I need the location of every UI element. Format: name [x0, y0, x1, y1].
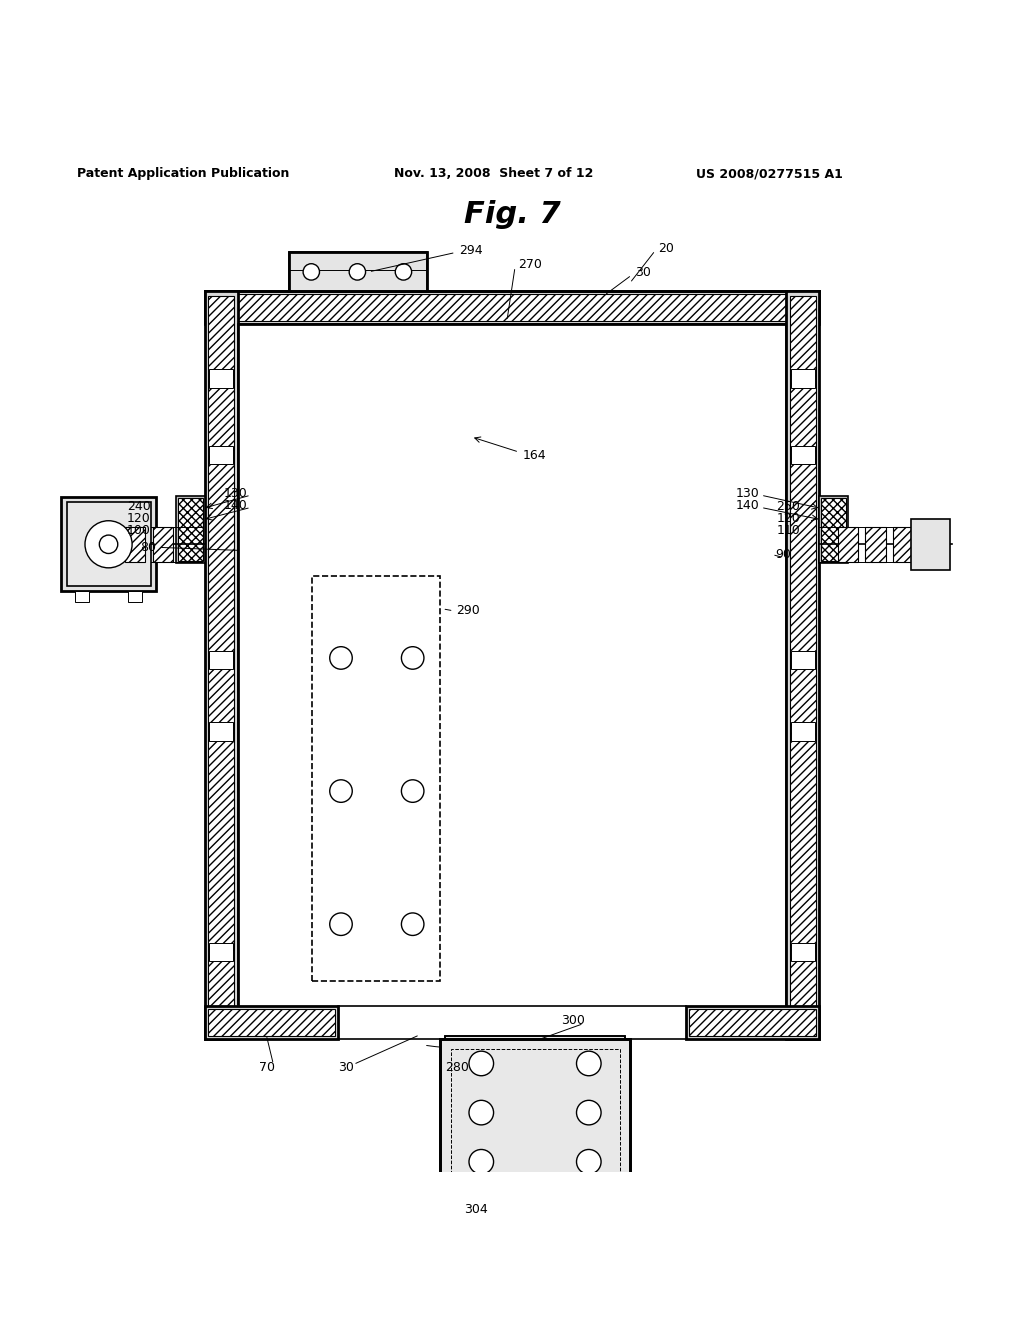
Circle shape — [303, 264, 319, 280]
Circle shape — [330, 647, 352, 669]
Circle shape — [469, 1150, 494, 1173]
Bar — [178, 498, 203, 561]
Text: 110: 110 — [776, 524, 800, 537]
Bar — [205, 1006, 338, 1039]
Bar — [440, 1039, 630, 1188]
Bar — [209, 942, 233, 961]
Text: Fig. 7: Fig. 7 — [464, 201, 560, 230]
Bar — [209, 446, 233, 465]
Text: 90: 90 — [775, 548, 792, 561]
Bar — [75, 591, 89, 602]
Text: 250: 250 — [776, 500, 800, 513]
Bar — [790, 297, 816, 1034]
Text: 304: 304 — [464, 1204, 487, 1217]
Bar — [205, 292, 238, 1039]
Circle shape — [99, 535, 118, 553]
Text: 120: 120 — [127, 512, 151, 525]
Bar — [289, 252, 427, 292]
Text: 164: 164 — [522, 449, 546, 462]
Text: 300: 300 — [561, 1014, 585, 1027]
Bar — [451, 1049, 620, 1177]
Text: 130: 130 — [735, 487, 759, 499]
Text: 30: 30 — [635, 267, 651, 280]
Text: 270: 270 — [518, 259, 542, 271]
Circle shape — [401, 647, 424, 669]
Bar — [125, 527, 145, 562]
Bar — [210, 294, 814, 321]
Text: 290: 290 — [456, 605, 479, 618]
Bar — [61, 498, 156, 591]
Circle shape — [577, 1101, 601, 1125]
Circle shape — [469, 1101, 494, 1125]
Circle shape — [401, 913, 424, 936]
Circle shape — [577, 1150, 601, 1173]
Bar — [205, 292, 819, 325]
Bar — [791, 942, 815, 961]
Bar — [209, 370, 233, 388]
Text: 70: 70 — [259, 1061, 275, 1074]
Text: 294: 294 — [459, 244, 482, 257]
Text: 120: 120 — [776, 512, 800, 525]
Circle shape — [469, 1051, 494, 1076]
Bar — [893, 527, 913, 562]
Text: 140: 140 — [223, 499, 247, 512]
Bar — [153, 527, 173, 562]
Bar — [289, 252, 427, 292]
Text: 280: 280 — [445, 1061, 469, 1074]
Circle shape — [330, 780, 352, 803]
Bar — [838, 527, 858, 562]
Bar — [791, 722, 815, 741]
Circle shape — [330, 913, 352, 936]
Text: Nov. 13, 2008  Sheet 7 of 12: Nov. 13, 2008 Sheet 7 of 12 — [394, 168, 594, 180]
Text: Patent Application Publication: Patent Application Publication — [77, 168, 289, 180]
Text: 80: 80 — [139, 541, 156, 554]
Circle shape — [395, 264, 412, 280]
Circle shape — [349, 264, 366, 280]
Bar — [911, 519, 950, 570]
Bar — [67, 503, 151, 586]
Bar — [445, 1036, 625, 1072]
Circle shape — [577, 1051, 601, 1076]
Text: 20: 20 — [658, 242, 675, 255]
Text: 240: 240 — [127, 500, 151, 513]
Bar — [208, 1010, 335, 1036]
Bar — [791, 370, 815, 388]
Bar — [209, 722, 233, 741]
Bar — [686, 1006, 819, 1039]
Bar — [791, 651, 815, 669]
Bar — [208, 297, 234, 1034]
Text: 130: 130 — [223, 487, 247, 499]
Bar — [791, 446, 815, 465]
Bar — [786, 292, 819, 1039]
Text: US 2008/0277515 A1: US 2008/0277515 A1 — [696, 168, 843, 180]
Bar — [819, 496, 848, 562]
Circle shape — [85, 520, 132, 568]
Text: 140: 140 — [735, 499, 759, 512]
Bar — [865, 527, 886, 562]
Bar — [440, 1039, 630, 1188]
Text: 30: 30 — [338, 1061, 354, 1074]
Bar — [445, 1036, 625, 1072]
Bar — [97, 527, 118, 562]
Text: 100: 100 — [127, 524, 151, 537]
Bar — [128, 591, 142, 602]
Bar — [209, 651, 233, 669]
Bar — [312, 576, 440, 981]
Bar — [176, 496, 205, 562]
Bar — [821, 498, 846, 561]
Circle shape — [401, 780, 424, 803]
Bar — [689, 1010, 816, 1036]
